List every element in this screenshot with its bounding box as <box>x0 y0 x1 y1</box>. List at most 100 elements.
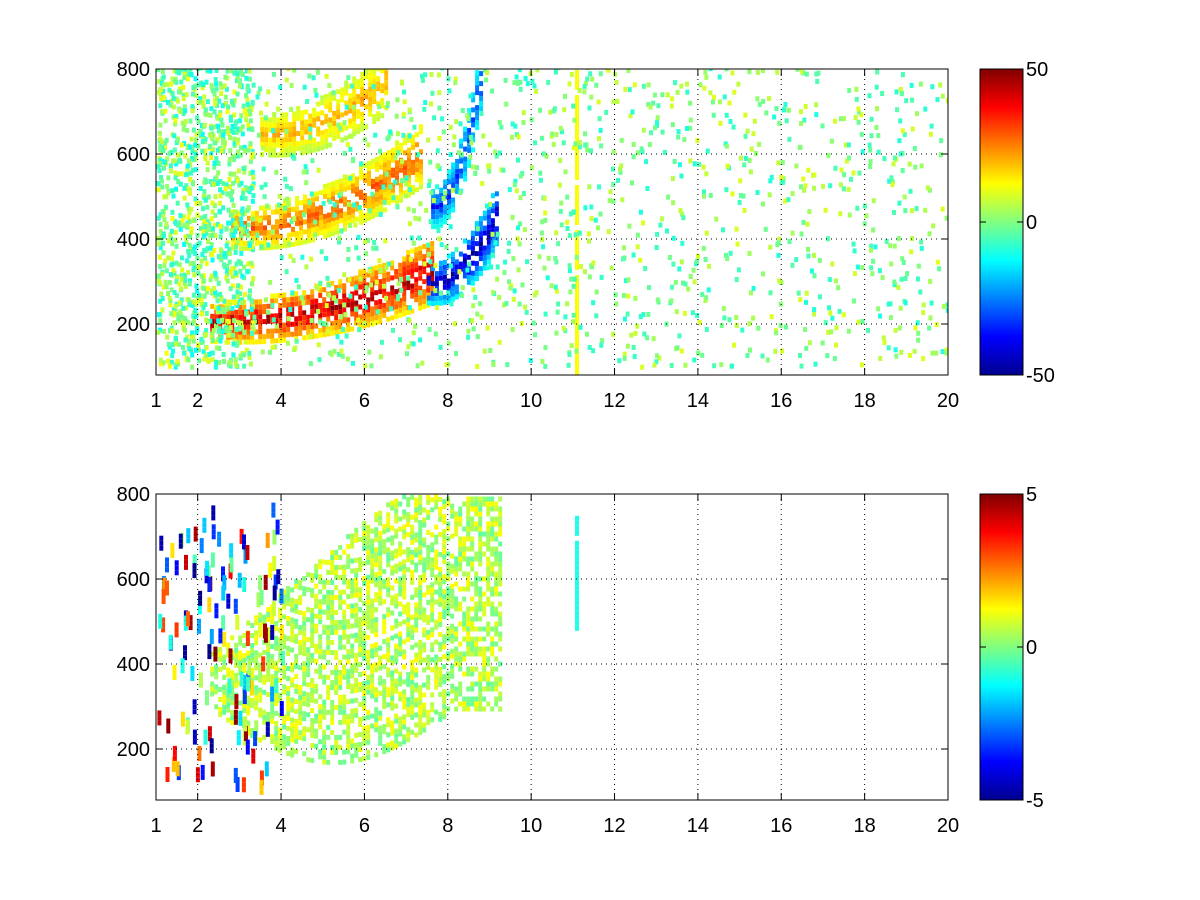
top-heatmap-cell <box>381 184 386 190</box>
bottom-heatmap-cell <box>302 691 307 697</box>
top-heatmap-cell <box>420 360 425 366</box>
top-heatmap-cell <box>291 241 295 247</box>
top-heatmap-cell <box>402 99 407 105</box>
top-heatmap-cell <box>172 69 177 74</box>
top-heatmap-cell <box>420 78 425 83</box>
top-heatmap-cell <box>233 220 238 226</box>
bottom-heatmap-cell <box>362 621 367 626</box>
top-heatmap-cell <box>401 111 406 117</box>
bottom-heatmap-cell <box>326 639 331 645</box>
bottom-heatmap-cell <box>386 612 391 618</box>
top-heatmap-cell <box>539 135 544 141</box>
top-heatmap-cell <box>231 240 235 246</box>
top-heatmap-cell <box>327 122 332 128</box>
top-heatmap-cell <box>575 195 579 200</box>
bottom-heatmap-cell <box>326 759 331 765</box>
bottom-heatmap-cell <box>290 597 295 603</box>
top-heatmap-cell <box>368 86 373 92</box>
bottom-heatmap-cell <box>230 720 235 726</box>
top-heatmap-cell <box>761 69 765 74</box>
top-heatmap-cell <box>213 60 217 65</box>
bottom-heatmap-cell <box>402 524 407 530</box>
top-heatmap-cell <box>159 175 163 180</box>
bottom-heatmap-cell <box>370 558 375 564</box>
top-heatmap-cell <box>327 212 331 218</box>
bottom-heatmap-cell <box>282 689 287 695</box>
bottom-heatmap-cell <box>374 562 379 568</box>
top-heatmap-cell <box>854 96 859 102</box>
top-heatmap-cell <box>283 176 288 182</box>
bottom-heatmap-cell <box>290 707 295 713</box>
top-heatmap-cell <box>228 114 233 120</box>
top-heatmap-cell <box>362 278 367 284</box>
top-heatmap-cell <box>828 310 833 316</box>
bottom-heatmap-cell <box>274 745 279 751</box>
top-heatmap-cell <box>215 147 220 153</box>
top-heatmap-cell <box>490 248 495 254</box>
bottom-heatmap-cell <box>262 714 267 720</box>
top-heatmap-cell <box>174 292 179 298</box>
top-heatmap-cell <box>221 205 226 211</box>
top-heatmap-cell <box>755 70 760 75</box>
top-heatmap-cell <box>747 321 752 327</box>
top-heatmap-cell <box>945 307 948 313</box>
top-heatmap-cell <box>177 262 182 268</box>
top-heatmap-cell <box>300 125 305 131</box>
bottom-heatmap-cell <box>218 657 223 662</box>
bottom-heatmap-cell <box>374 647 379 653</box>
bottom-heatmap-cell <box>314 568 319 574</box>
top-heatmap-cell <box>463 161 468 167</box>
bottom-heatmap-cell <box>318 669 323 675</box>
top-heatmap-cell <box>251 193 256 199</box>
bottom-heatmap-cell <box>334 705 339 710</box>
bottom-heatmap-cell <box>394 728 399 734</box>
top-heatmap-cell <box>411 139 415 145</box>
top-heatmap-cell <box>462 238 467 244</box>
top-heatmap-cell <box>196 143 201 149</box>
top-heatmap-cell <box>391 172 395 178</box>
bottom-heatmap-cell <box>346 714 351 720</box>
top-heatmap-cell <box>414 297 419 303</box>
bottom-heatmap-cell <box>378 545 383 551</box>
bottom-heatmap-cell <box>310 698 315 703</box>
top-heatmap-cell <box>219 148 224 154</box>
top-heatmap-cell <box>386 316 391 322</box>
top-heatmap-cell <box>301 300 306 306</box>
bottom-heatmap-cell <box>314 623 319 629</box>
bottom-heatmap-cell <box>334 575 339 580</box>
top-heatmap-cell <box>182 280 187 286</box>
top-heatmap-cell <box>218 223 223 229</box>
bottom-heatmap-cell <box>394 643 399 649</box>
top-heatmap-cell <box>406 310 411 315</box>
top-heatmap-cell <box>183 327 187 333</box>
top-heatmap-cell <box>909 63 913 68</box>
bottom-heatmap-cell <box>302 731 307 737</box>
top-heatmap-cell <box>343 186 347 192</box>
bottom-heatmap-cell <box>402 689 407 695</box>
bottom-heatmap-cell <box>290 752 295 758</box>
top-heatmap-cell <box>339 188 343 194</box>
top-heatmap-cell <box>157 312 161 318</box>
top-heatmap-cell <box>479 96 484 102</box>
top-heatmap-cell <box>350 83 355 89</box>
top-heatmap-cell <box>453 76 458 82</box>
bottom-heatmap-cell <box>366 724 371 730</box>
top-heatmap-cell <box>712 363 717 369</box>
bottom-heatmap-cell <box>286 711 291 716</box>
top-heatmap-cell <box>730 70 735 76</box>
top-heatmap-cell <box>430 246 435 251</box>
bottom-heatmap-cell <box>394 618 399 624</box>
top-heatmap-cell <box>806 167 811 173</box>
bottom-heatmap-cell <box>298 690 303 696</box>
top-heatmap-cell <box>171 342 176 347</box>
bottom-heatmap-cell <box>390 690 395 696</box>
top-heatmap-cell <box>894 353 899 359</box>
bottom-heatmap-cell <box>342 719 347 725</box>
top-heatmap-cell <box>222 327 227 333</box>
top-heatmap-cell <box>367 200 371 206</box>
top-heatmap-cell <box>543 217 548 223</box>
top-heatmap-cell <box>701 245 706 251</box>
top-heatmap-cell <box>266 328 271 334</box>
top-heatmap-cell <box>205 160 210 166</box>
top-heatmap-cell <box>378 314 383 320</box>
